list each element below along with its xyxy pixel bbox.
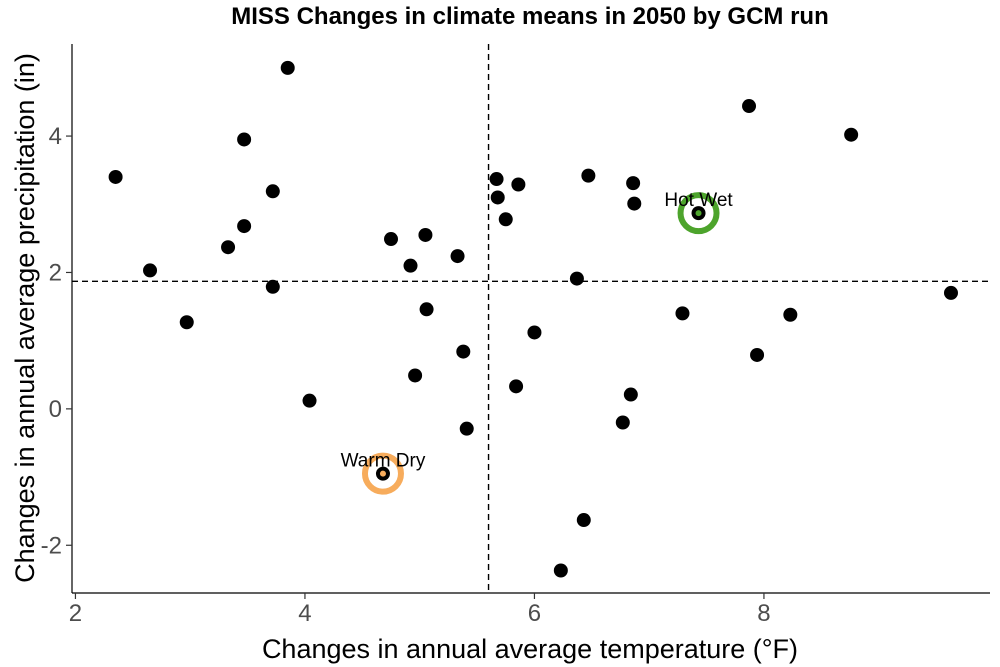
highlight-center	[695, 210, 702, 217]
data-point	[179, 315, 194, 330]
data-point	[615, 415, 630, 430]
x-tick-label: 2	[69, 600, 82, 627]
highlight-label: Hot Wet	[664, 190, 733, 211]
data-point	[108, 169, 123, 184]
data-point	[237, 132, 252, 147]
data-point	[623, 387, 638, 402]
y-axis-title: Changes in annual average precipitation …	[10, 53, 40, 583]
data-point	[450, 249, 465, 264]
data-point	[569, 271, 584, 286]
highlight-ring	[677, 192, 720, 235]
data-point	[742, 99, 757, 114]
data-point	[280, 60, 295, 75]
y-tick-label: 4	[49, 123, 62, 150]
x-tick-label: 8	[757, 600, 770, 627]
data-point	[302, 393, 317, 408]
highlight-label: Warm Dry	[341, 451, 426, 472]
data-point	[221, 240, 236, 255]
data-point	[418, 227, 433, 242]
data-point	[844, 127, 859, 142]
data-point	[408, 368, 423, 383]
data-point	[783, 307, 798, 322]
data-point	[456, 344, 471, 359]
data-point	[675, 306, 690, 321]
highlight-center	[379, 470, 386, 477]
data-point	[527, 325, 542, 340]
x-axis-title: Changes in annual average temperature (°…	[262, 634, 798, 664]
data-point	[750, 347, 765, 362]
data-point	[419, 302, 434, 317]
data-point	[459, 421, 474, 436]
data-point	[237, 219, 252, 234]
data-point	[509, 379, 524, 394]
data-point	[384, 232, 399, 247]
data-point	[576, 513, 591, 528]
data-point	[490, 190, 505, 205]
data-point	[943, 285, 958, 300]
x-tick-label: 6	[528, 600, 541, 627]
data-point	[553, 563, 568, 578]
x-tick-label: 4	[298, 600, 311, 627]
data-point	[265, 279, 280, 294]
chart-title: MISS Changes in climate means in 2050 by…	[231, 3, 829, 30]
data-point	[626, 176, 641, 191]
data-point	[511, 177, 526, 192]
data-point	[581, 168, 596, 183]
y-tick-label: -2	[41, 532, 62, 559]
data-point	[403, 258, 418, 273]
y-tick-label: 2	[49, 259, 62, 286]
data-point	[498, 212, 513, 227]
data-point	[143, 263, 158, 278]
data-point	[265, 184, 280, 199]
data-point	[489, 172, 504, 187]
highlight-ring	[361, 452, 404, 495]
plot-area: 2 4 6 8 -2 0 2 4 Hot Wet Warm Dry	[41, 44, 990, 627]
y-tick-label: 0	[49, 396, 62, 423]
data-point	[627, 196, 642, 211]
